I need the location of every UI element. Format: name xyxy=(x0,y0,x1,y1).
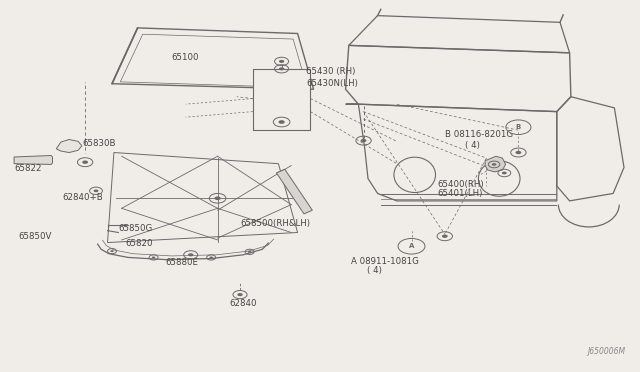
Text: J650006M: J650006M xyxy=(588,347,626,356)
Text: 65400(RH): 65400(RH) xyxy=(437,180,484,189)
Polygon shape xyxy=(56,140,82,153)
Text: ( 4): ( 4) xyxy=(465,141,479,150)
Circle shape xyxy=(502,171,507,174)
Bar xyxy=(253,69,310,130)
Circle shape xyxy=(188,253,193,256)
Text: A 08911-1081G: A 08911-1081G xyxy=(351,257,419,266)
Circle shape xyxy=(82,160,88,164)
Circle shape xyxy=(279,60,284,63)
Text: 658500(RH&LH): 658500(RH&LH) xyxy=(240,219,310,228)
Text: B: B xyxy=(516,124,521,130)
Text: 62840+B: 62840+B xyxy=(63,193,104,202)
Circle shape xyxy=(360,139,367,142)
Circle shape xyxy=(93,189,99,192)
Text: 65100: 65100 xyxy=(172,53,199,62)
Circle shape xyxy=(515,151,522,154)
Text: 65830B: 65830B xyxy=(82,139,115,148)
Circle shape xyxy=(214,196,221,200)
Text: 65822: 65822 xyxy=(14,164,42,173)
Polygon shape xyxy=(276,169,312,214)
Text: 65880E: 65880E xyxy=(165,258,198,267)
Circle shape xyxy=(237,293,243,296)
Polygon shape xyxy=(14,155,52,164)
Text: 65430N(LH): 65430N(LH) xyxy=(306,79,358,88)
Text: ( 4): ( 4) xyxy=(367,266,381,275)
Text: A: A xyxy=(409,243,414,249)
Text: 65430 (RH): 65430 (RH) xyxy=(306,67,355,76)
Circle shape xyxy=(209,256,213,259)
Text: 62840: 62840 xyxy=(229,299,257,308)
Circle shape xyxy=(492,163,496,166)
Polygon shape xyxy=(485,156,506,172)
Circle shape xyxy=(279,67,284,70)
Circle shape xyxy=(278,120,285,124)
Text: 65850V: 65850V xyxy=(18,232,51,241)
Circle shape xyxy=(442,234,448,238)
Circle shape xyxy=(110,250,114,252)
Text: B 08116-8201G: B 08116-8201G xyxy=(445,130,513,139)
Circle shape xyxy=(152,256,156,259)
Text: 65401(LH): 65401(LH) xyxy=(437,189,483,198)
Text: 65820: 65820 xyxy=(125,239,153,248)
Text: 65850G: 65850G xyxy=(118,224,153,233)
Circle shape xyxy=(248,251,252,253)
